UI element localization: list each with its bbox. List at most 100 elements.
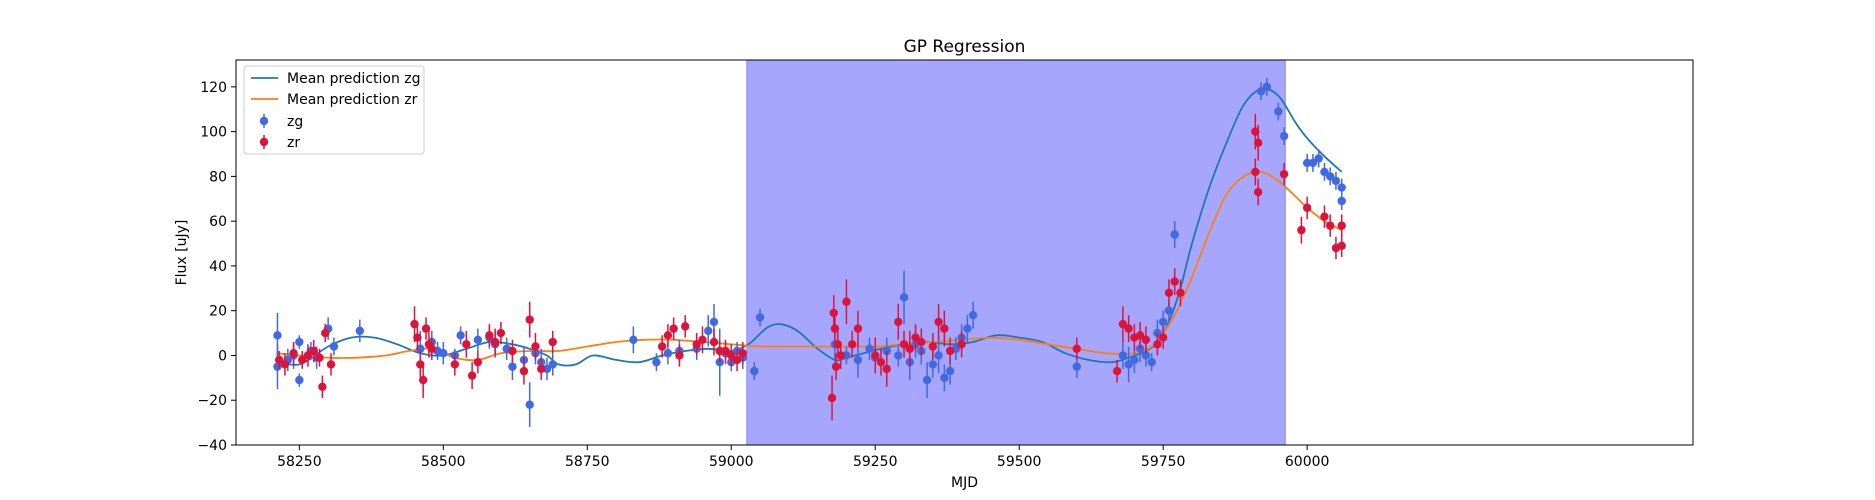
data-point-zr [899, 340, 909, 349]
data-point-zr [508, 346, 517, 356]
data-point-zg [273, 331, 282, 340]
data-point-zr [1254, 138, 1263, 148]
data-point-zr [842, 297, 851, 306]
data-point-zg [755, 313, 765, 322]
data-point-zr [531, 342, 540, 351]
data-point-zr [462, 340, 471, 349]
data-point-zg [1130, 355, 1139, 365]
data-point-zr [830, 324, 840, 333]
data-point-zr [1112, 366, 1122, 376]
data-point-zr [848, 340, 857, 349]
data-point-zr [940, 324, 949, 333]
data-point-zr [1124, 324, 1133, 333]
y-tick-label: 0 [218, 348, 227, 364]
data-point-zr [1141, 335, 1151, 344]
x-tick-label: 60000 [1285, 454, 1330, 470]
data-point-zr [1320, 212, 1329, 221]
x-tick-label: 59500 [997, 454, 1042, 470]
data-point-zg [1072, 362, 1081, 371]
observation-points [273, 77, 1346, 428]
data-point-zg [1331, 176, 1341, 186]
data-point-zr [829, 308, 838, 318]
y-axis-label: Flux [uJy] [174, 220, 190, 286]
legend-label: Mean prediction zr [287, 92, 418, 108]
y-tick-label: 40 [209, 259, 227, 275]
data-point-zg [922, 375, 932, 385]
data-point-zr [692, 340, 701, 349]
data-point-zg [899, 293, 909, 302]
data-point-zg [1153, 328, 1162, 338]
data-point-zg [928, 360, 938, 369]
data-point-zr [473, 357, 483, 367]
y-tick-label: −40 [197, 438, 227, 454]
data-point-zg [1279, 131, 1289, 141]
data-point-zg [1262, 82, 1272, 92]
data-point-zr [280, 360, 290, 369]
data-point-zr [721, 346, 730, 356]
data-point-zr [1251, 167, 1260, 177]
data-point-zr [1297, 225, 1306, 235]
legend-point-marker [259, 116, 269, 126]
data-point-zr [421, 324, 431, 333]
data-point-zg [329, 342, 339, 351]
data-point-zg [842, 351, 851, 360]
x-axis-label: MJD [951, 475, 978, 491]
data-point-zg [456, 331, 465, 340]
data-point-zr [680, 322, 690, 331]
data-point-zr [709, 337, 719, 347]
data-point-zg [882, 346, 891, 356]
data-point-zr [669, 324, 678, 333]
data-point-zg [1256, 87, 1266, 96]
data-point-zr [663, 331, 673, 340]
data-point-zg [945, 366, 955, 376]
data-point-zr [303, 351, 313, 360]
x-tick-label: 58250 [277, 454, 322, 470]
data-point-zr [957, 340, 966, 349]
y-tick-label: 60 [209, 214, 227, 230]
data-point-zr [548, 337, 557, 347]
data-point-zr [732, 355, 742, 365]
data-point-zg [853, 355, 863, 365]
data-point-zr [450, 360, 460, 369]
data-point-zr [496, 328, 506, 338]
data-point-zg [652, 357, 661, 367]
x-tick-label: 59750 [1141, 454, 1186, 470]
y-tick-label: −20 [197, 393, 227, 409]
data-point-zr [1302, 203, 1312, 212]
data-point-zg [1124, 360, 1133, 369]
data-point-zg [1274, 107, 1283, 116]
data-point-zr [315, 353, 324, 362]
legend-box [243, 65, 425, 155]
data-point-zg [968, 310, 978, 320]
x-tick-label: 59000 [709, 454, 754, 470]
data-point-zg [1141, 351, 1151, 360]
data-point-zg [963, 324, 972, 333]
data-point-zr [871, 351, 880, 360]
data-point-zr [1164, 288, 1174, 297]
data-point-zg [629, 335, 638, 344]
data-point-zg [1314, 154, 1323, 163]
data-point-zr [1153, 340, 1162, 349]
legend-label: zr [287, 135, 300, 151]
data-point-zg [295, 375, 304, 385]
data-point-zg [416, 344, 425, 353]
data-point-zg [750, 366, 759, 376]
legend-point-marker [259, 137, 269, 147]
data-point-zg [894, 351, 903, 360]
data-point-zr [1325, 221, 1335, 230]
data-point-zr [945, 346, 955, 356]
data-point-zr [882, 364, 891, 374]
data-point-zg [1320, 167, 1329, 177]
data-point-zr [410, 319, 419, 329]
chart-title: GP Regression [904, 37, 1026, 57]
data-point-zr [1158, 333, 1168, 342]
data-point-zg [295, 337, 304, 347]
data-point-zg [439, 349, 448, 358]
x-tick-label: 58750 [565, 454, 610, 470]
data-point-zg [1164, 306, 1174, 315]
y-tick-label: 20 [209, 304, 227, 320]
data-point-zr [1279, 169, 1289, 179]
data-point-zg [940, 373, 949, 383]
legend: Mean prediction zg Mean prediction zr zg zr [243, 65, 425, 155]
data-point-zr [525, 315, 534, 324]
